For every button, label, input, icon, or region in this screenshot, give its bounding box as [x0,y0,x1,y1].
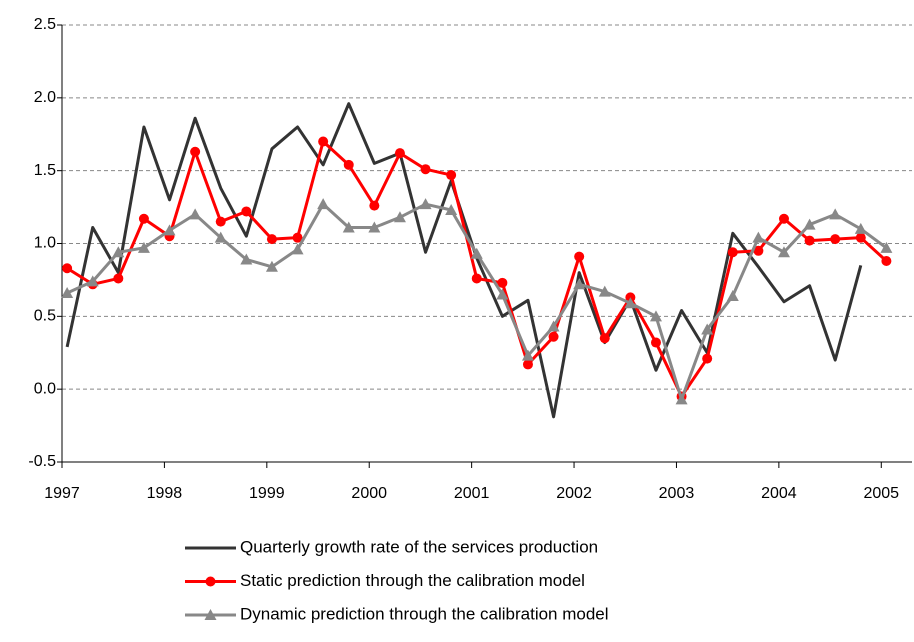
point [650,337,661,348]
point [803,218,816,230]
point [496,288,509,300]
point [649,310,662,322]
point [394,148,405,159]
point [86,275,99,287]
point [702,353,713,364]
x-tick-label: 2001 [454,485,490,502]
point [547,320,560,332]
x-tick-label: 1999 [249,485,285,502]
point [726,289,739,301]
legend-label: Static prediction through the calibratio… [240,571,585,590]
point [599,333,610,344]
point [752,231,765,243]
y-tick-label: 0.5 [34,308,56,325]
x-tick-label: 2003 [659,485,695,502]
legend-label: Dynamic prediction through the calibrati… [240,604,609,623]
y-tick-label: 2.0 [34,89,56,106]
point [777,246,790,258]
point [881,255,892,266]
point [317,198,330,210]
point [240,253,253,265]
point [753,245,764,256]
y-tick-label: 0.0 [34,380,56,397]
x-tick-label: 2005 [863,485,899,502]
point [778,213,789,224]
point [804,235,815,246]
point [727,247,738,258]
point [214,231,227,243]
point [241,206,252,217]
series-line [66,202,888,401]
point [342,221,355,233]
point [829,208,842,220]
point [266,234,277,245]
point [393,211,406,223]
point [522,359,533,370]
point [419,198,432,210]
legend-label: Quarterly growth rate of the services pr… [240,537,598,556]
point [369,200,380,211]
point [61,287,74,299]
point [445,203,458,215]
point [675,393,688,405]
point [574,251,585,262]
point [420,164,431,175]
point [446,170,457,181]
point [471,273,482,284]
point [265,260,278,272]
legend-marker [204,609,217,620]
point [215,216,226,227]
x-tick-label: 1998 [147,485,183,502]
point [138,213,149,224]
series-line [65,102,863,419]
point [624,297,637,309]
y-tick-label: -0.5 [28,453,56,470]
series-line [66,140,888,398]
point [292,232,303,243]
point [701,323,714,335]
point [62,263,73,274]
x-tick-label: 2000 [351,485,387,502]
point [598,285,611,297]
point [854,222,867,234]
point [113,273,124,284]
point [470,247,483,259]
y-tick-label: 1.5 [34,162,56,179]
point [880,241,893,253]
x-tick-label: 2002 [556,485,592,502]
y-tick-label: 2.5 [34,16,56,33]
point [163,224,176,236]
point [548,331,559,342]
point [189,208,202,220]
point [137,241,150,253]
point [318,136,329,147]
x-tick-label: 2004 [761,485,797,502]
point [497,277,508,288]
point [291,243,304,255]
point [521,349,534,361]
point [830,234,841,245]
point [368,221,381,233]
point [573,278,586,290]
point [855,232,866,243]
point [112,246,125,258]
point [190,146,201,157]
legend-marker [205,576,216,587]
point [343,159,354,170]
x-tick-label: 1997 [44,485,80,502]
y-tick-label: 1.0 [34,235,56,252]
